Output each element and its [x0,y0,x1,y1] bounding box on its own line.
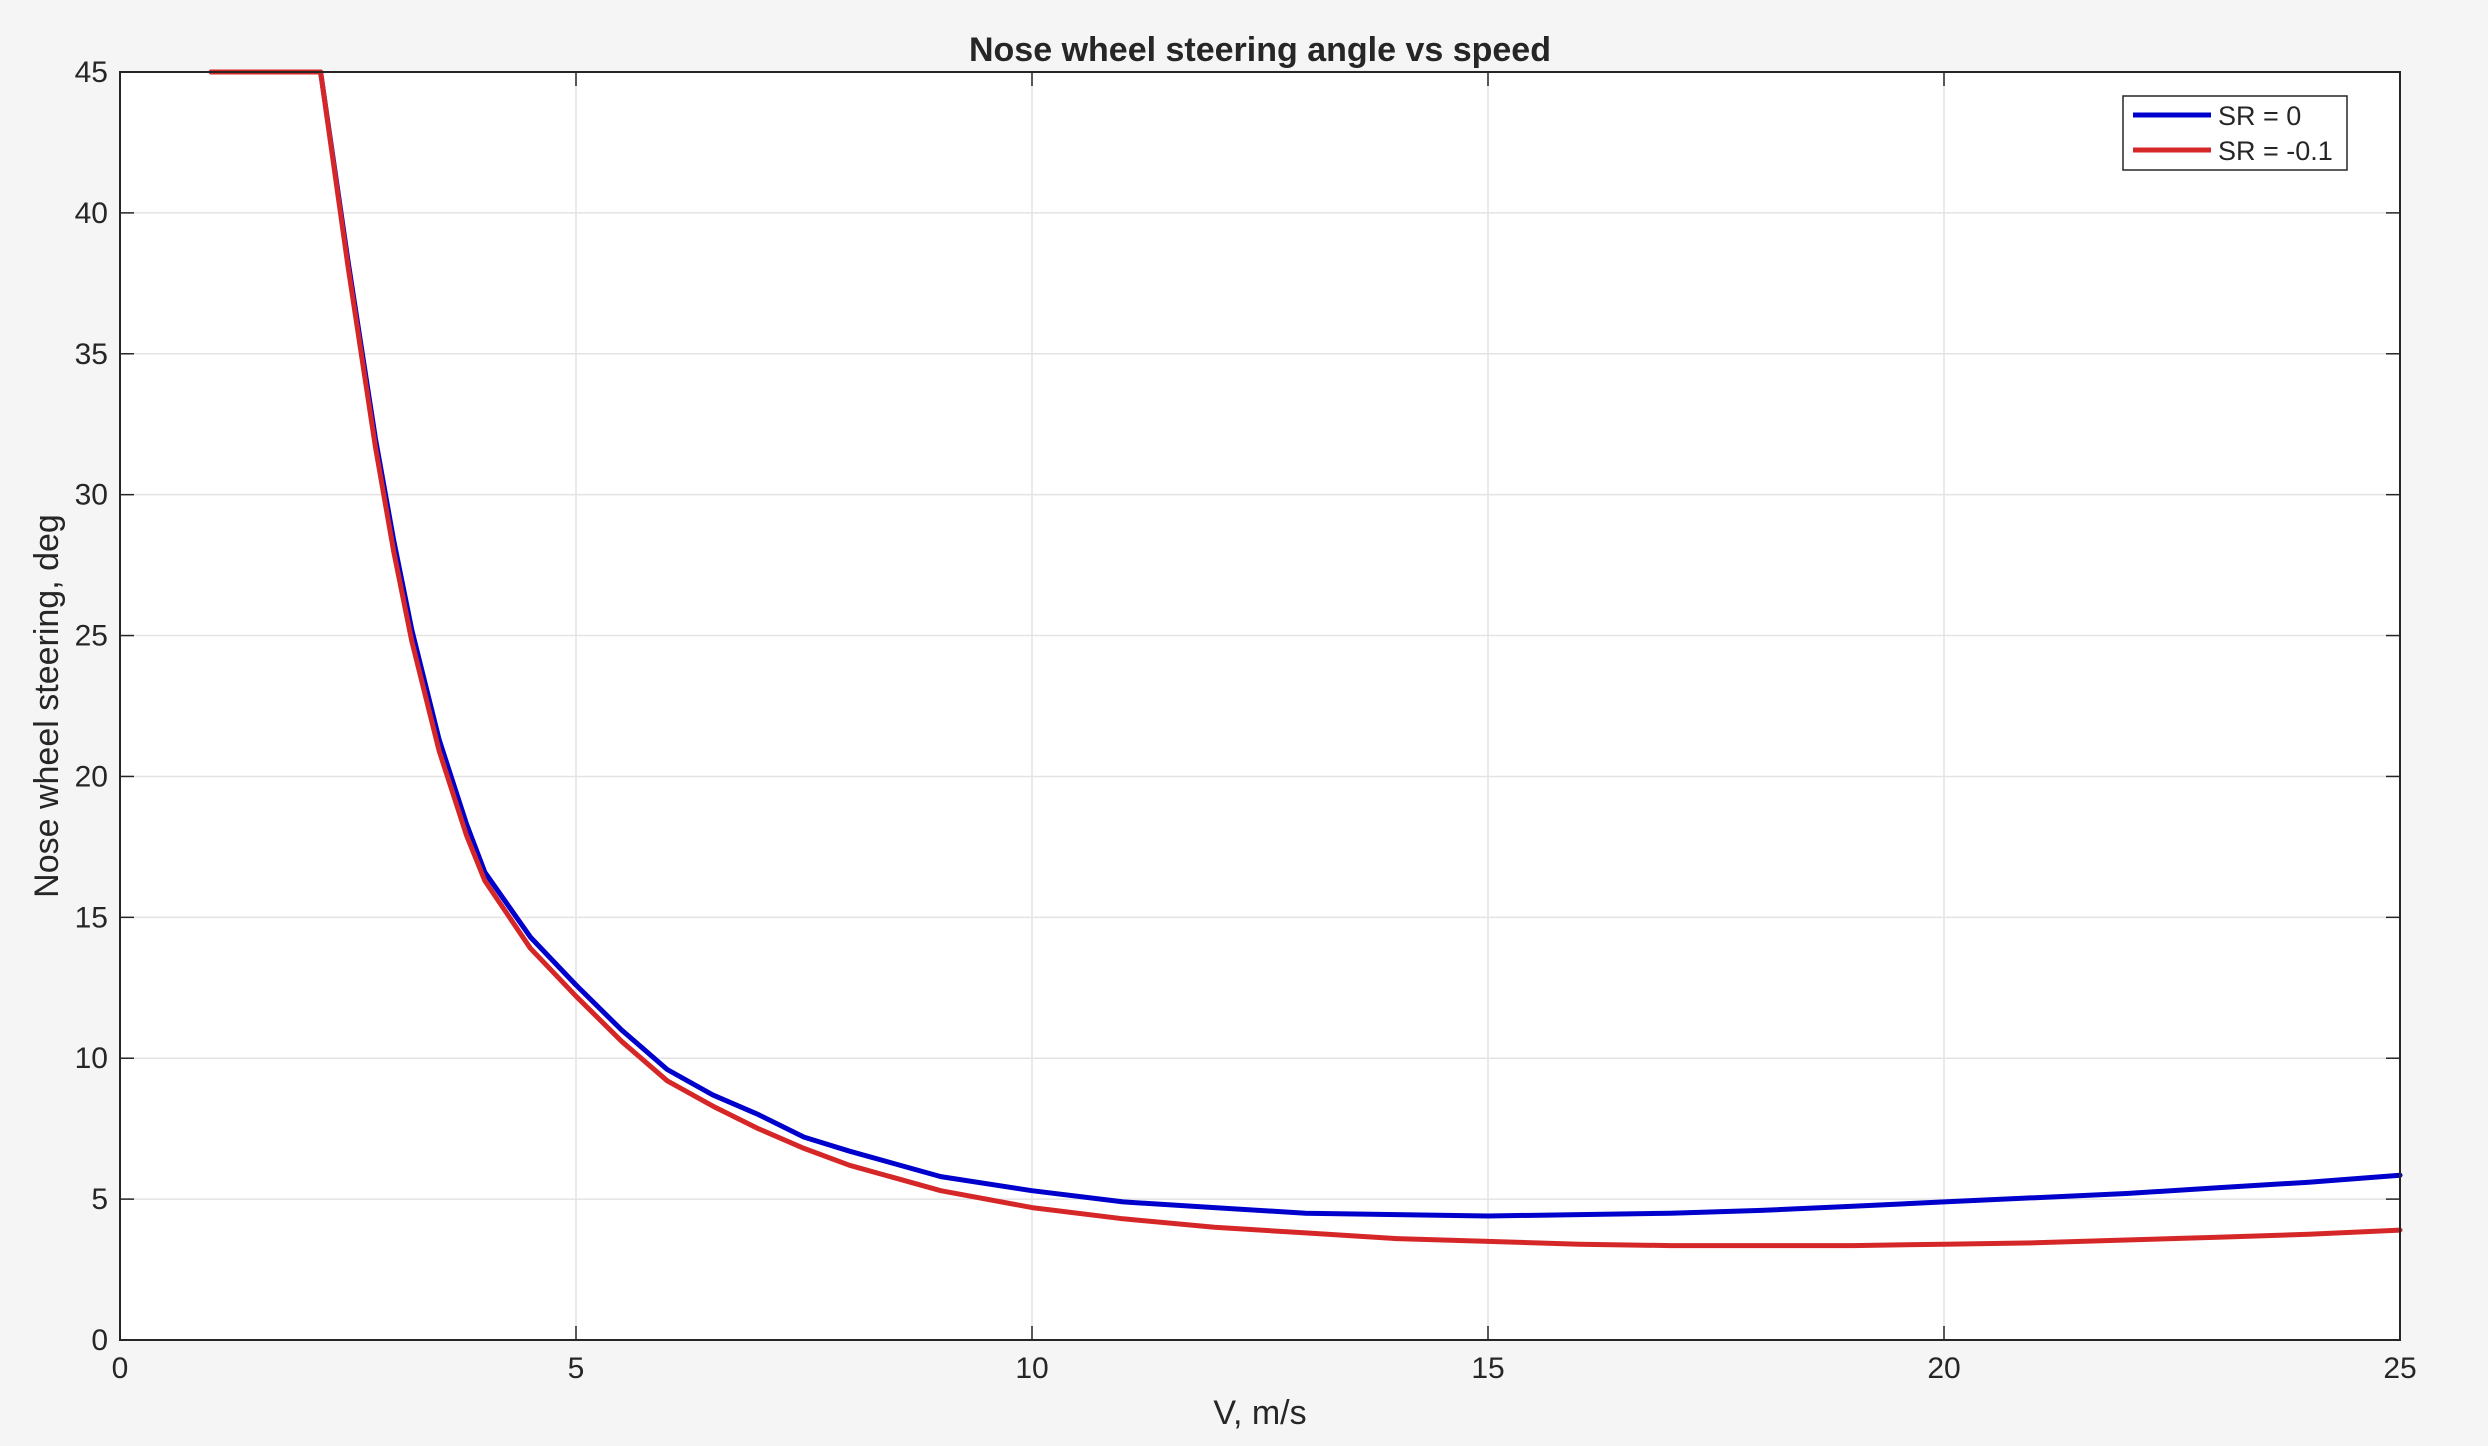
chart-title: Nose wheel steering angle vs speed [969,31,1551,69]
x-tick-label: 20 [1927,1352,1960,1385]
series-line-sr-minus-0-1 [208,69,2403,1249]
y-tick-label: 25 [75,620,108,653]
x-tick-label: 10 [1015,1352,1048,1385]
x-tick-label: 5 [568,1352,585,1385]
y-tick-label: 20 [75,760,108,793]
y-tick-labels: 0 5 10 15 20 25 30 35 40 45 [75,56,108,1357]
y-tick-label: 45 [75,56,108,89]
y-tick-label: 40 [75,197,108,230]
legend-label-sr-minus-0-1: SR = -0.1 [2218,136,2333,166]
series-line-sr-0 [208,69,2403,1219]
x-tick-label: 25 [2383,1352,2416,1385]
x-tick-label: 0 [112,1352,129,1385]
grid [119,71,2401,1341]
plot-area [120,72,2400,1340]
legend-label-sr-0: SR = 0 [2218,101,2301,131]
y-tick-label: 10 [75,1042,108,1075]
y-tick-label: 0 [91,1324,108,1357]
x-axis-label: V, m/s [1213,1394,1306,1432]
y-tick-label: 30 [75,479,108,512]
series-lines [208,69,2403,1249]
x-tick-labels: 0 5 10 15 20 25 [112,1352,2417,1385]
y-tick-label: 15 [75,901,108,934]
y-axis-label: Nose wheel steering, deg [28,514,66,898]
y-tick-label: 5 [91,1183,108,1216]
legend: SR = 0 SR = -0.1 [2122,95,2348,171]
legend-box [2122,95,2348,171]
y-tick-label: 35 [75,338,108,371]
plot-frame [119,71,2401,1341]
x-tick-label: 15 [1471,1352,1504,1385]
